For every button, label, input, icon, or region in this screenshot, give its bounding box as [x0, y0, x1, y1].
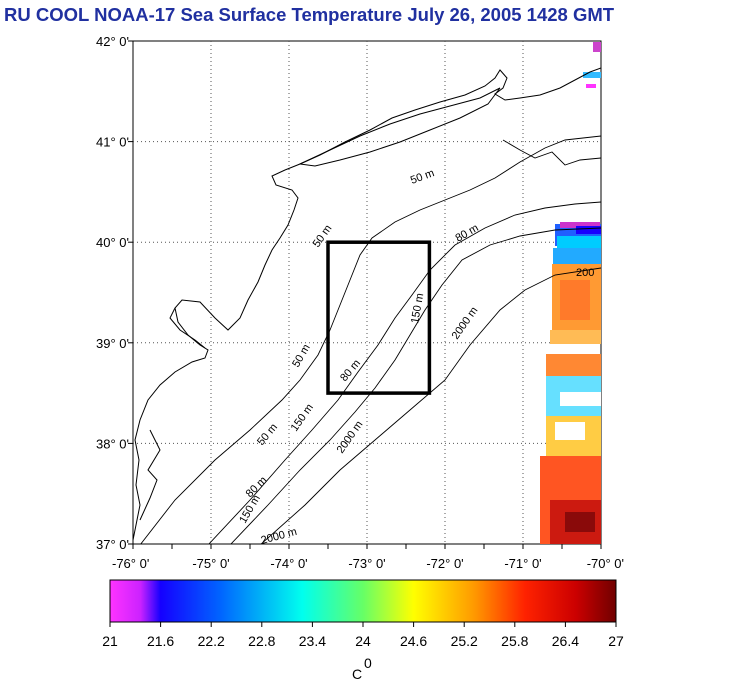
contour-label: 150 m: [409, 292, 426, 324]
colorbar-tick-label: 22.8: [248, 633, 275, 649]
longitude-tick-label: -72° 0': [426, 556, 463, 571]
colorbar: [109, 579, 617, 623]
colorbar-unit: C: [352, 666, 362, 680]
longitude-tick-label: -71° 0': [504, 556, 541, 571]
long-island: [298, 87, 501, 167]
colorbar-tick-label: 27: [608, 633, 624, 649]
graticule: [128, 40, 602, 549]
latitude-tick-label: 41° 0': [96, 135, 129, 150]
map-frame: [132, 40, 602, 545]
colorbar-tick-label: 24.6: [400, 633, 427, 649]
latitude-tick-label: 37° 0': [96, 537, 129, 552]
longitude-tick-label: -75° 0': [192, 556, 229, 571]
contour-label: 200: [576, 267, 594, 279]
colorbar-tick-label: 25.2: [451, 633, 478, 649]
sst-swath: [540, 42, 601, 544]
longitude-tick-label: -73° 0': [348, 556, 385, 571]
longitude-tick-label: -76° 0': [112, 556, 149, 571]
latitude-tick-label: 40° 0': [96, 235, 129, 250]
colorbar-tick-label: 26.4: [552, 633, 579, 649]
colorbar-unit-superscript: 0: [364, 655, 372, 671]
latitude-tick-label: 42° 0': [96, 34, 129, 49]
colorbar-tick-label: 24: [355, 633, 371, 649]
longitude-tick-label: -74° 0': [270, 556, 307, 571]
colorbar-tick-label: 23.4: [299, 633, 326, 649]
latitude-tick-label: 38° 0': [96, 436, 129, 451]
latitude-tick-labels: 42° 0' 41° 0' 40° 0' 39° 0' 38° 0' 37° 0': [96, 34, 129, 552]
longitude-tick-label: -70° 0': [587, 556, 624, 571]
colorbar-tick-label: 21.6: [147, 633, 174, 649]
longitude-tick-labels: -76° 0' -75° 0' -74° 0' -73° 0' -72° 0' -71° …: [112, 556, 624, 571]
study-area-box: [326, 240, 432, 395]
colorbar-tick-label: 25.8: [501, 633, 528, 649]
colorbar-tick-label: 21: [102, 633, 118, 649]
colorbar-tick-labels: 21 21.6 22.2 22.8 23.4 24 24.6 25.2 25.8 26.4 27: [102, 622, 624, 649]
latitude-tick-label: 39° 0': [96, 336, 129, 351]
coastline-inlet: [139, 307, 206, 521]
colorbar-tick-label: 22.2: [198, 633, 225, 649]
map-title: RU COOL NOAA-17 Sea Surface Temperature …: [4, 4, 615, 25]
coastline: [133, 67, 601, 541]
isobaths: [140, 135, 601, 544]
